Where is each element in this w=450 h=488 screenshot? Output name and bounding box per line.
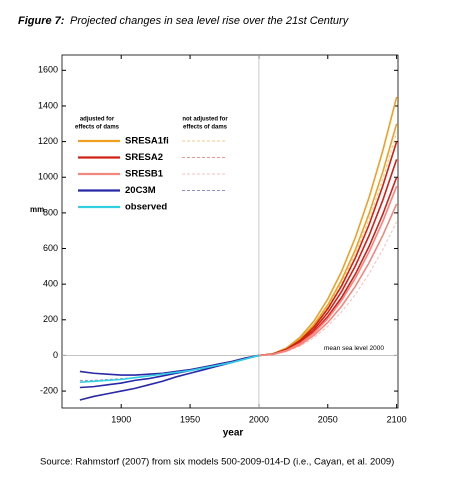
plot: -200 0 200 400 600 800 1000 1200 1400 1600 1900 195… [38,54,407,424]
legend-label: SRESA2 [125,152,163,163]
legend-label: observed [125,202,167,213]
legend-header: effects of dams [183,125,228,131]
legend-header: adjusted for [80,117,115,123]
y-tick-label: 400 [43,279,58,289]
x-tick-label: 2050 [318,414,338,424]
x-tick-label: 1950 [180,414,200,424]
y-tick-label: 1400 [38,100,58,110]
series-line [79,354,260,389]
figure-label: Figure 7: [18,15,65,27]
x-tick-label: 2000 [249,414,269,424]
unadjusted-line [258,185,398,356]
x-tick-label: 2100 [387,414,407,424]
x-tick-label: 1900 [111,414,131,424]
series-line [258,203,398,357]
y-axis-label: mm [30,205,44,214]
y-tick-label: 600 [43,243,58,253]
y-tick-label: 0 [53,350,58,360]
plot-frame [61,54,399,409]
legend-header: not adjusted for [182,117,228,123]
figure-title: Projected changes in sea level rise over… [70,15,350,27]
y-tick-label: -200 [40,385,58,395]
unadjusted-line [258,221,398,356]
legend-label: 20C3M [125,185,156,196]
y-tick-label: 1600 [38,65,58,75]
unadjusted-line [79,354,260,381]
source: Source: Rahmstorf (2007) from six models… [40,457,394,468]
legend-label: SRESB1 [125,169,164,180]
series-line [258,123,398,357]
legend-header: effects of dams [75,125,120,131]
x-axis-label: year [223,428,244,439]
y-tick-label: 1000 [38,172,58,182]
series-line [79,354,260,376]
legend-label: SRESA1fi [125,136,169,147]
annotation: mean sea level 2000 [324,345,384,352]
y-tick-label: 200 [43,314,58,324]
y-tick-label: 1200 [38,136,58,146]
series-line [258,185,398,357]
series-line [79,354,260,383]
y-tick-label: 800 [43,207,58,217]
